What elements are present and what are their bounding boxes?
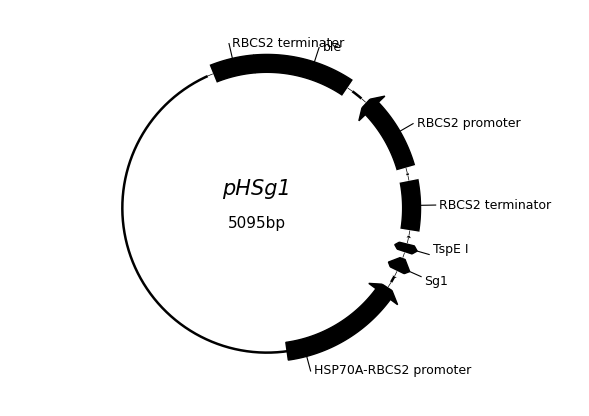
Polygon shape <box>210 55 255 82</box>
Polygon shape <box>398 173 419 182</box>
Text: RBCS2 terminater: RBCS2 terminater <box>233 37 345 50</box>
Polygon shape <box>365 102 415 173</box>
Polygon shape <box>369 283 398 305</box>
Text: RBCS2 promoter: RBCS2 promoter <box>416 117 520 130</box>
Text: ble: ble <box>323 41 342 54</box>
Text: 5095bp: 5095bp <box>227 216 286 231</box>
Polygon shape <box>395 237 417 259</box>
Polygon shape <box>398 236 418 245</box>
Text: TspE I: TspE I <box>432 243 468 256</box>
Text: HSP70A-RBCS2 promoter: HSP70A-RBCS2 promoter <box>314 364 471 377</box>
Polygon shape <box>386 267 406 280</box>
Polygon shape <box>356 92 372 109</box>
Polygon shape <box>254 54 355 97</box>
Polygon shape <box>396 166 417 175</box>
Polygon shape <box>343 80 358 99</box>
Polygon shape <box>388 256 410 277</box>
Polygon shape <box>204 65 216 85</box>
Polygon shape <box>399 229 419 237</box>
Polygon shape <box>359 96 385 121</box>
Polygon shape <box>286 289 391 360</box>
Polygon shape <box>393 250 414 260</box>
Text: Sg1: Sg1 <box>425 275 448 288</box>
Polygon shape <box>380 277 399 292</box>
Text: RBCS2 terminator: RBCS2 terminator <box>439 198 551 212</box>
Polygon shape <box>400 176 421 235</box>
Text: pHSg1: pHSg1 <box>222 179 291 199</box>
